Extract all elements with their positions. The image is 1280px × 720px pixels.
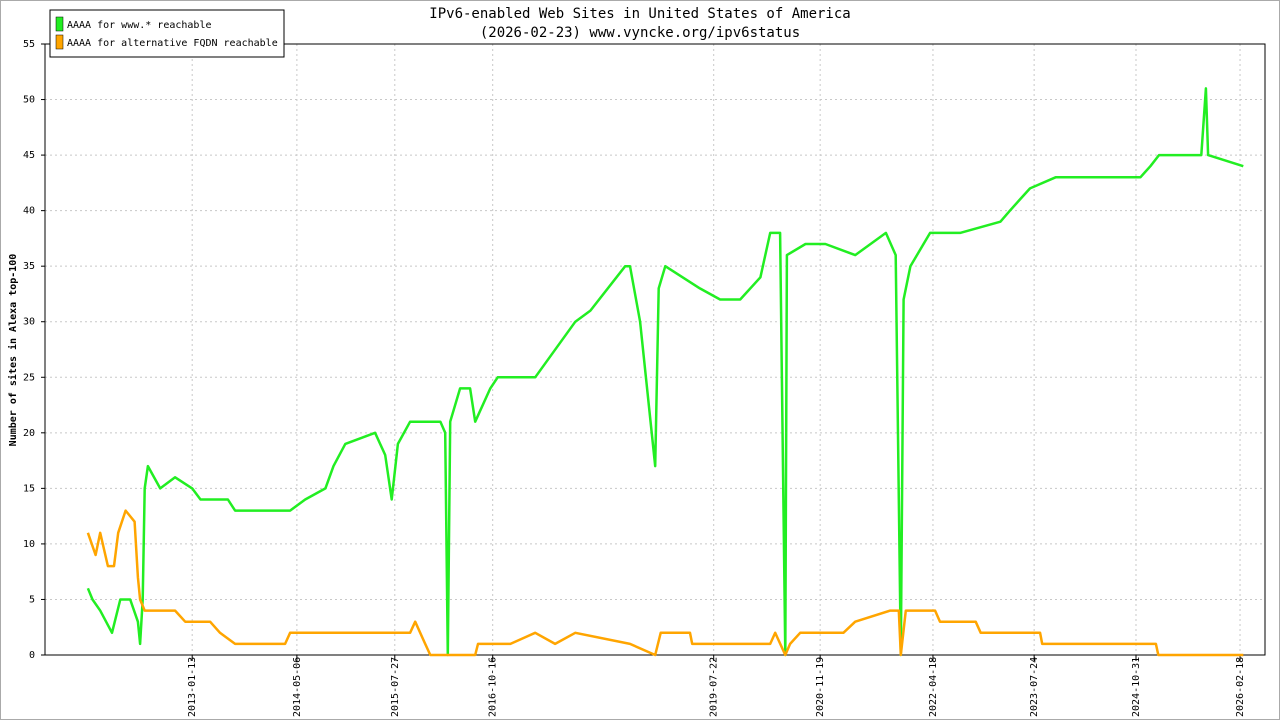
x-tick-label: 2014-05-06 bbox=[292, 657, 303, 717]
chart-title: IPv6-enabled Web Sites in United States … bbox=[429, 6, 850, 22]
x-tick-label: 2019-07-22 bbox=[709, 657, 720, 717]
x-tick-label: 2024-10-31 bbox=[1131, 657, 1142, 717]
x-tick-label: 2015-07-27 bbox=[390, 657, 401, 717]
y-tick-label: 30 bbox=[23, 317, 35, 328]
y-axis-label: Number of sites in Alexa top-100 bbox=[7, 254, 19, 447]
x-tick-label: 2013-01-13 bbox=[187, 657, 198, 717]
x-tick-label: 2020-11-19 bbox=[815, 657, 826, 717]
series-line bbox=[86, 509, 1244, 657]
legend-swatch bbox=[55, 16, 64, 32]
y-tick-label: 50 bbox=[23, 95, 35, 106]
y-tick-label: 25 bbox=[23, 372, 35, 383]
x-tick-label: 2026-02-18 bbox=[1235, 657, 1246, 717]
legend-label: AAAA for www.* reachable bbox=[67, 20, 212, 31]
x-tick-label: 2016-10-16 bbox=[488, 657, 499, 717]
x-tick-label: 2023-07-24 bbox=[1029, 657, 1040, 717]
y-tick-label: 35 bbox=[23, 261, 35, 272]
legend-box bbox=[49, 9, 285, 58]
y-tick-label: 0 bbox=[29, 650, 35, 661]
series-line bbox=[86, 87, 1244, 657]
y-tick-label: 55 bbox=[23, 39, 35, 50]
legend-swatch bbox=[55, 34, 64, 50]
y-tick-label: 20 bbox=[23, 428, 35, 439]
y-tick-label: 45 bbox=[23, 150, 35, 161]
y-tick-label: 40 bbox=[23, 206, 35, 217]
x-tick-label: 2022-04-18 bbox=[928, 657, 939, 717]
legend-label: AAAA for alternative FQDN reachable bbox=[67, 38, 278, 49]
chart-subtitle: (2026-02-23) www.vyncke.org/ipv6status bbox=[480, 25, 800, 41]
y-tick-label: 10 bbox=[23, 539, 35, 550]
y-tick-label: 5 bbox=[29, 594, 35, 605]
y-tick-label: 15 bbox=[23, 483, 35, 494]
